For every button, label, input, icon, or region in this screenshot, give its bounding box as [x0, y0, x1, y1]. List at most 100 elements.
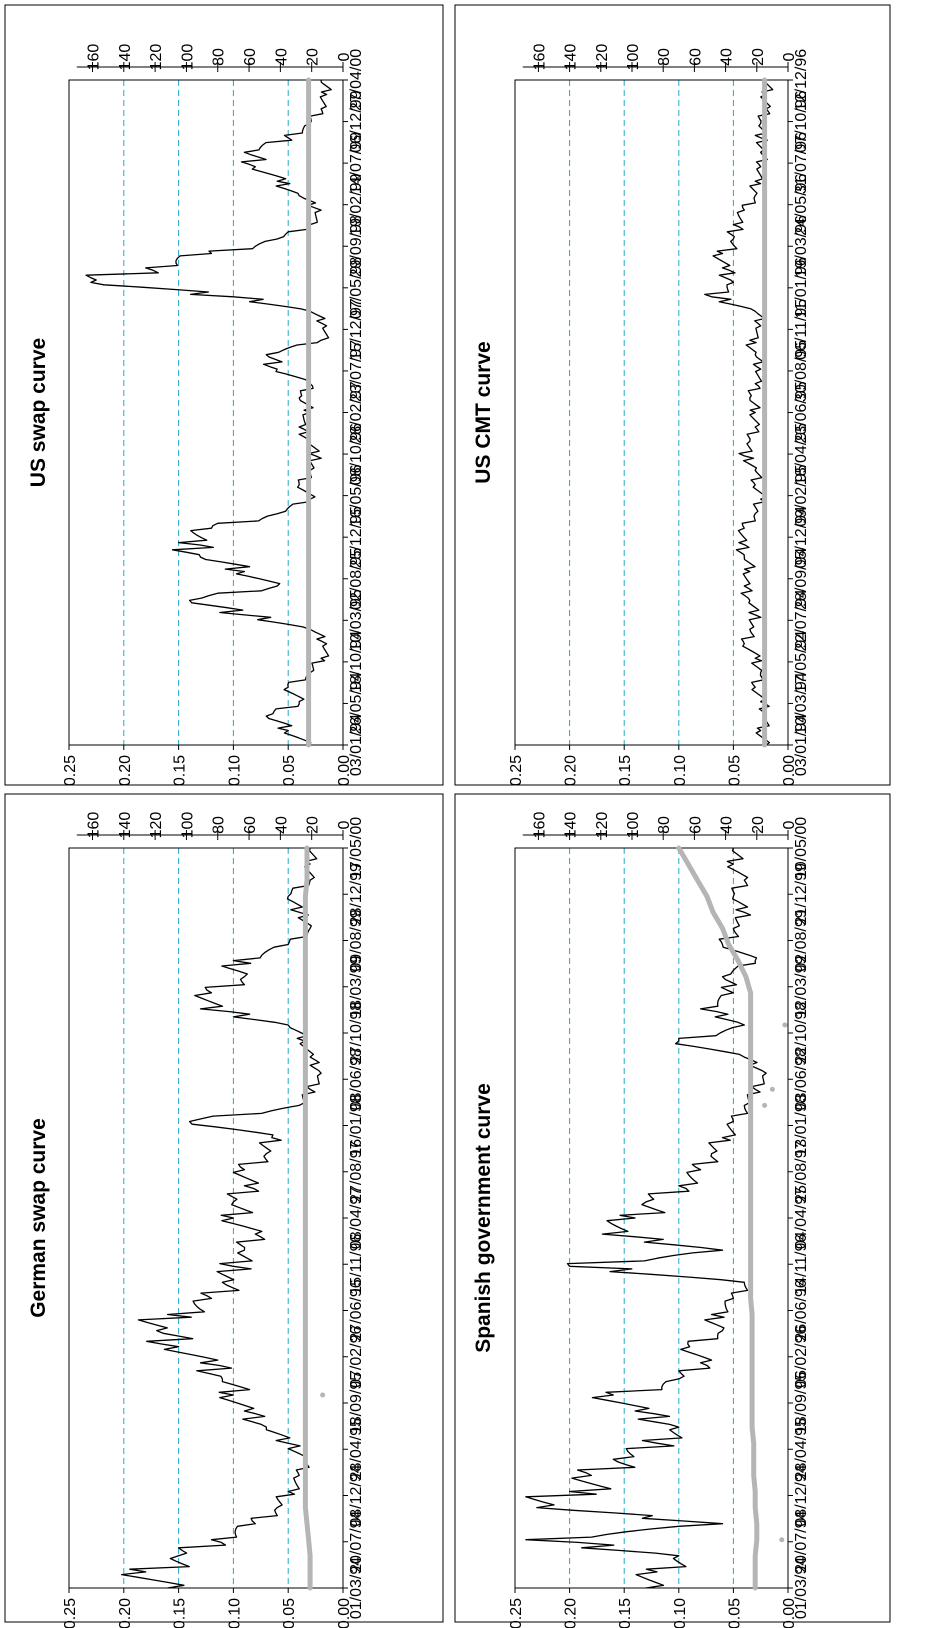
- date-tick-label: 18/09/95: [793, 1372, 810, 1434]
- date-tick-label: 27/08/97: [348, 1141, 365, 1203]
- right-axis-tick-label: 60: [242, 48, 259, 66]
- left-axis-tick-label: 0.15: [617, 755, 634, 786]
- right-axis-tick-label: 160: [85, 812, 102, 839]
- date-tick-label: 01/03/94: [793, 1557, 810, 1619]
- date-tick-label: 06/11/95: [793, 299, 810, 360]
- left-axis-tick-label: 0.25: [508, 755, 525, 786]
- date-tick-label: 08/04/97: [348, 1187, 365, 1249]
- right-axis-tick-label: 0: [336, 820, 353, 829]
- date-tick-label: 31/07/96: [793, 132, 810, 194]
- outlier-point: [762, 1102, 768, 1108]
- date-tick-label: 28/04/95: [793, 1418, 810, 1480]
- left-axis-tick-label: 0.10: [672, 755, 689, 786]
- right-axis-tick-label: 100: [625, 812, 642, 839]
- date-tick-label: 17/05/94: [793, 631, 810, 693]
- right-axis-tick-label: 120: [148, 44, 165, 71]
- left-axis-tick-label: 0.20: [117, 755, 134, 786]
- series-line-count: [302, 845, 313, 1591]
- date-tick-label: 05/12/94: [793, 506, 810, 568]
- date-tick-label: 01/03/94: [348, 1557, 365, 1619]
- right-axis-tick-label: 100: [179, 812, 196, 839]
- chart-panel-4: 0.00 0.05 0.10 0.15 0.20 0.25 0 20 40 60 80 100 120 1…: [454, 4, 891, 786]
- date-tick-label: 14/11/96: [793, 1234, 810, 1295]
- left-axis-tick-label: 0.10: [226, 1598, 243, 1628]
- left-axis-tick-label: 0.25: [62, 755, 79, 786]
- date-tick-label: 28/12/99: [348, 863, 365, 925]
- right-axis-tick-label: 160: [531, 812, 548, 839]
- panel-title: US CMT curve: [472, 341, 495, 483]
- date-tick-label: 18/10/94: [348, 631, 365, 693]
- date-tick-label: 19/02/99: [348, 173, 365, 235]
- right-axis-tick-label: 40: [273, 816, 290, 834]
- right-axis-tick-label: 80: [656, 48, 673, 66]
- date-tick-label: 07/02/96: [348, 1326, 365, 1388]
- left-axis-tick-label: 0.00: [336, 1598, 353, 1628]
- left-axis-tick-label: 0.25: [508, 1598, 525, 1628]
- left-axis-tick-label: 0.20: [563, 1598, 580, 1628]
- right-axis-tick-label: 80: [656, 816, 673, 834]
- date-tick-label: 18/03/99: [348, 956, 365, 1018]
- chart-panel-2: 0.00 0.05 0.10 0.15 0.20 0.25 0 20 40 60 80 100 120 1…: [4, 4, 444, 786]
- right-axis-tick-label: 80: [211, 48, 228, 66]
- date-tick-label: 19/03/96: [793, 215, 810, 277]
- date-tick-label: 27/10/98: [348, 1002, 365, 1064]
- right-axis-tick-label: 100: [179, 44, 196, 71]
- left-axis-tick-label: 0.15: [172, 755, 189, 786]
- left-axis-tick-label: 0.05: [726, 1598, 743, 1628]
- right-axis-tick-label: 140: [563, 44, 580, 71]
- left-axis-tick-label: 0.15: [617, 1598, 634, 1628]
- panel-title: US swap curve: [27, 338, 50, 487]
- date-tick-label: 09/08/99: [348, 909, 365, 971]
- plot-area: [514, 847, 789, 1589]
- left-axis-tick-label: 0.10: [226, 755, 243, 786]
- right-axis-tick-label: 140: [563, 812, 580, 839]
- date-tick-label: 08/10/96: [348, 423, 365, 485]
- panel-border: [4, 793, 444, 1623]
- date-tick-label: 16/05/96: [348, 464, 365, 526]
- date-tick-label: 16/01/98: [348, 1094, 365, 1156]
- panel-title: German swap curve: [27, 1118, 50, 1318]
- left-axis-tick-label: 0.00: [336, 755, 353, 786]
- date-tick-label: 14/07/99: [348, 132, 365, 194]
- right-axis-tick-label: 80: [211, 816, 228, 834]
- date-tick-label: 06/02/96: [793, 1326, 810, 1388]
- series-line-spread: [525, 847, 767, 1589]
- date-tick-label: 12/12/96: [793, 49, 810, 111]
- right-axis-tick-label: 20: [750, 48, 767, 66]
- right-axis-tick-label: 120: [594, 44, 611, 71]
- outlier-point: [320, 1392, 326, 1398]
- date-tick-label: 11/01/96: [793, 257, 810, 318]
- date-tick-label: 03/01/94: [348, 714, 365, 776]
- right-axis-tick-label: 60: [242, 816, 259, 834]
- left-axis-tick-label: 0.05: [726, 755, 743, 786]
- date-tick-label: 28/04/95: [348, 1418, 365, 1480]
- date-tick-label: 12/03/99: [793, 956, 810, 1018]
- panel-title: Spanish government curve: [472, 1083, 495, 1353]
- left-axis-tick-label: 0.20: [117, 1598, 134, 1628]
- date-tick-label: 03/01/94: [793, 714, 810, 776]
- left-axis-tick-label: 0.25: [62, 1598, 79, 1628]
- date-tick-label: 02/08/95: [348, 548, 365, 610]
- right-axis-tick-label: 140: [117, 812, 134, 839]
- chart-panel-1: 0.00 0.05 0.10 0.15 0.20 0.25 0 20 40 60 80 100 120 1…: [4, 793, 444, 1628]
- date-tick-label: 15/12/97: [348, 298, 365, 360]
- date-tick-label: 10/03/94: [793, 672, 810, 734]
- date-tick-label: 07/05/98: [348, 257, 365, 319]
- right-axis-tick-label: 40: [719, 48, 736, 66]
- right-axis-tick-label: 60: [687, 816, 704, 834]
- date-tick-label: 29/09/98: [348, 215, 365, 277]
- panel-border: [454, 793, 891, 1623]
- date-tick-label: 21/12/99: [793, 863, 810, 925]
- date-tick-label: 27/04/00: [348, 49, 365, 111]
- right-axis-tick-label: 60: [687, 48, 704, 66]
- date-tick-label: 23/06/95: [793, 381, 810, 443]
- plot-area: [514, 79, 789, 746]
- date-tick-label: 28/09/94: [793, 548, 810, 610]
- date-tick-label: 26/05/94: [348, 672, 365, 734]
- panel-border: [4, 4, 444, 786]
- right-axis-tick-label: 100: [625, 44, 642, 71]
- date-tick-label: 03/06/98: [793, 1048, 810, 1110]
- date-tick-label: 26/06/96: [793, 1279, 810, 1341]
- date-tick-label: 13/01/98: [793, 1094, 810, 1156]
